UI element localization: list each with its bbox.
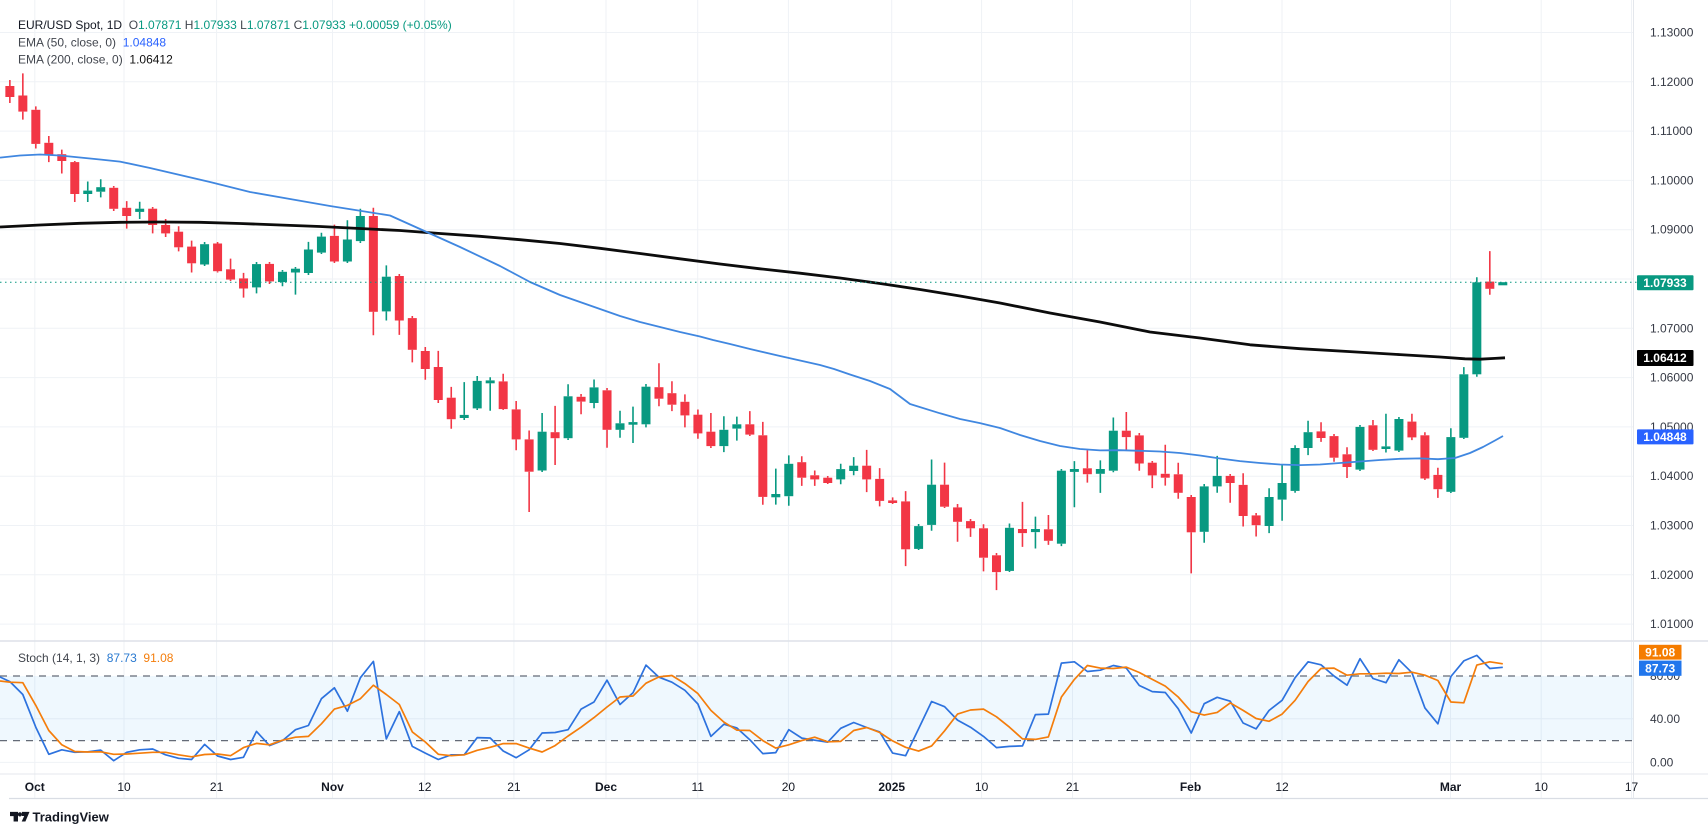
svg-text:11: 11: [691, 780, 704, 794]
svg-text:TradingView: TradingView: [33, 809, 110, 824]
svg-text:1.01000: 1.01000: [1650, 617, 1694, 631]
svg-text:EMA (50, close, 0) 1.04848: EMA (50, close, 0) 1.04848: [18, 36, 166, 50]
svg-text:Dec: Dec: [595, 780, 617, 794]
svg-text:40.00: 40.00: [1650, 712, 1680, 726]
svg-text:1.04000: 1.04000: [1650, 469, 1694, 483]
svg-text:Feb: Feb: [1180, 780, 1201, 794]
svg-text:1.03000: 1.03000: [1650, 519, 1694, 533]
svg-text:10: 10: [117, 780, 131, 794]
svg-text:Stoch (14, 1, 3) 87.73 91.08: Stoch (14, 1, 3) 87.73 91.08: [18, 651, 174, 665]
svg-text:87.73: 87.73: [1645, 662, 1675, 676]
svg-text:20: 20: [782, 780, 796, 794]
svg-text:21: 21: [507, 780, 521, 794]
svg-text:1.06412: 1.06412: [1643, 351, 1687, 365]
svg-text:1.09000: 1.09000: [1650, 223, 1694, 237]
svg-text:2025: 2025: [878, 780, 905, 794]
svg-text:Nov: Nov: [321, 780, 344, 794]
svg-text:10: 10: [1535, 780, 1549, 794]
svg-text:1.11000: 1.11000: [1650, 124, 1693, 138]
svg-text:EUR/USD Spot, 1D O1.07871 H1.: EUR/USD Spot, 1D O1.07871 H1.07933 L1.07…: [18, 18, 452, 32]
svg-text:91.08: 91.08: [1645, 645, 1675, 659]
svg-text:0.00: 0.00: [1650, 755, 1674, 769]
svg-text:10: 10: [975, 780, 989, 794]
svg-text:12: 12: [1275, 780, 1289, 794]
svg-text:Oct: Oct: [25, 780, 45, 794]
svg-text:17: 17: [1625, 780, 1639, 794]
svg-text:1.07000: 1.07000: [1650, 321, 1694, 335]
svg-text:1.02000: 1.02000: [1650, 568, 1694, 582]
svg-text:1.10000: 1.10000: [1650, 173, 1694, 187]
svg-text:1.13000: 1.13000: [1650, 26, 1694, 40]
svg-text:Mar: Mar: [1440, 780, 1462, 794]
svg-text:EMA (200, close, 0) 1.06412: EMA (200, close, 0) 1.06412: [18, 53, 173, 67]
svg-text:1.06000: 1.06000: [1650, 371, 1694, 385]
svg-text:1.07933: 1.07933: [1643, 276, 1687, 290]
svg-text:1.12000: 1.12000: [1650, 75, 1694, 89]
svg-text:21: 21: [1066, 780, 1080, 794]
svg-text:1.04848: 1.04848: [1643, 430, 1687, 444]
svg-text:21: 21: [210, 780, 224, 794]
svg-text:12: 12: [418, 780, 432, 794]
